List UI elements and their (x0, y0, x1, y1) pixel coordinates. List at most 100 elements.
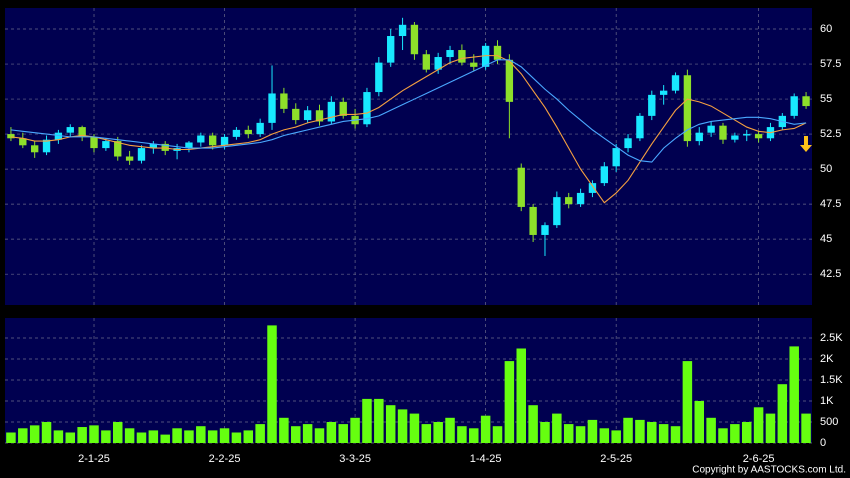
candle-body (244, 129, 252, 135)
y-tick-label: 42.5 (820, 268, 841, 280)
volume-bar (196, 426, 206, 443)
candle-body (161, 143, 169, 151)
volume-bar (457, 426, 467, 443)
y2-tick-label: 500 (820, 416, 838, 428)
volume-bar (789, 346, 799, 443)
candle-body (446, 50, 454, 58)
candle-body (363, 92, 371, 125)
copyright: Copyright by AASTOCKS.com Ltd. (692, 465, 846, 476)
candle-body (315, 110, 324, 122)
x-tick-label: 3-3-25 (339, 453, 371, 465)
volume-bar (623, 417, 633, 443)
candle-body (671, 75, 680, 91)
volume-bar (29, 425, 40, 443)
y-tick-label: 55 (820, 93, 832, 105)
volume-bar (124, 428, 135, 443)
volume-bar (243, 430, 254, 443)
x-tick-label: 2-6-25 (743, 453, 775, 465)
candle-body (339, 101, 347, 116)
y2-tick-label: 0 (820, 437, 826, 449)
candle-body (659, 90, 668, 95)
candle-body (398, 24, 407, 37)
volume-bar (635, 419, 645, 443)
volume-bar (611, 430, 621, 443)
volume-bar (101, 430, 111, 443)
volume-bar (160, 434, 170, 443)
candle-body (754, 134, 763, 139)
x-tick-label: 2-5-25 (600, 453, 632, 465)
volume-bar (670, 426, 681, 443)
volume-bar (279, 417, 289, 443)
volume-bar (445, 417, 455, 443)
volume-bar (421, 424, 432, 443)
candle-body (743, 134, 751, 136)
candle-body (790, 96, 798, 116)
candle-body (553, 197, 561, 226)
candle-body (54, 132, 63, 140)
volume-bar (18, 428, 28, 443)
volume-bar (777, 384, 788, 443)
candle-body (458, 50, 466, 63)
y2-tick-label: 2.5K (820, 332, 843, 344)
candle-body (422, 54, 430, 70)
volume-bar (362, 398, 372, 443)
candle-body (612, 148, 620, 167)
candle-body (280, 93, 288, 109)
x-tick-label: 2-1-25 (78, 453, 110, 465)
volume-bar (89, 425, 99, 443)
candle-body (707, 125, 715, 133)
volume-bar (682, 361, 693, 443)
candle-body (719, 125, 727, 140)
moving-average-line (10, 59, 807, 163)
volume-bar (267, 325, 277, 443)
volume-bar (385, 405, 396, 443)
candle-body (102, 141, 110, 149)
volume-bar (469, 428, 479, 443)
candle-body (30, 145, 39, 153)
volume-bar (409, 413, 420, 443)
y-tick-label: 60 (820, 23, 832, 35)
candle-body (268, 93, 276, 123)
candle-body (565, 197, 573, 205)
volume-bar (552, 413, 562, 443)
volume-bar (587, 419, 598, 443)
volume-bar (41, 421, 52, 443)
volume-bar (753, 407, 764, 443)
candle-body (19, 138, 27, 146)
candle-body (493, 45, 502, 60)
volume-bar (741, 421, 752, 443)
volume-bar (575, 426, 586, 443)
volume-bar (136, 432, 147, 443)
candle-body (185, 142, 193, 149)
volume-bar (338, 424, 348, 443)
candle-body (481, 45, 490, 67)
candle-body (42, 139, 51, 153)
candle-body (197, 135, 205, 143)
candle-body (636, 115, 644, 139)
y-tick-label: 45 (820, 233, 832, 245)
candle-body (387, 36, 395, 63)
volume-bar (231, 432, 242, 443)
candle-body (529, 206, 537, 235)
volume-bar (302, 424, 313, 443)
candle-body (731, 135, 739, 140)
candle-body (125, 156, 134, 161)
candle-body (541, 225, 549, 235)
volume-bar (647, 421, 657, 443)
volume-bar (765, 413, 776, 443)
candle-body (375, 62, 383, 93)
volume-bar (730, 424, 740, 443)
volume-bar (374, 398, 384, 443)
volume-bar (516, 348, 526, 443)
candle-body (292, 108, 300, 121)
volume-bar (148, 430, 159, 443)
candle-body (7, 134, 15, 139)
candle-body (470, 62, 478, 67)
volume-bar (706, 417, 716, 443)
volume-bar (540, 421, 550, 443)
y2-tick-label: 1.5K (820, 374, 843, 386)
volume-bar (291, 426, 301, 443)
candle-body (695, 132, 703, 142)
volume-bar (433, 421, 443, 443)
